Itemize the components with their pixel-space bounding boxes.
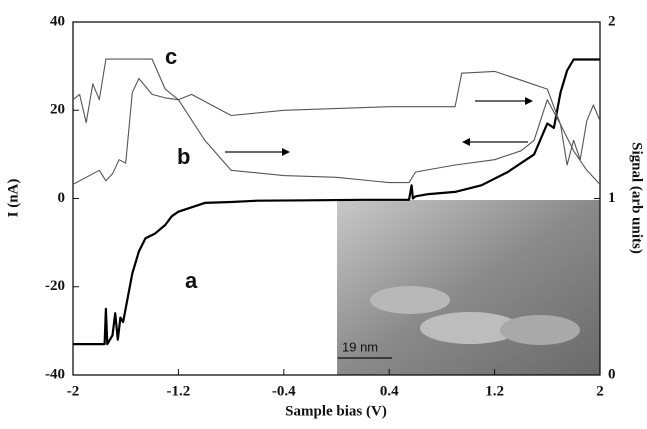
curve-label: b (177, 144, 190, 169)
curve-label: c (165, 44, 177, 69)
x-tick-label: -2 (67, 383, 80, 399)
data-line (73, 79, 600, 185)
curve-label: a (185, 268, 198, 293)
x-tick-label: 0.4 (380, 383, 399, 399)
y-axis-label: I (nA) (5, 179, 21, 218)
y-tick-label: -40 (45, 366, 65, 382)
x-tick-label: -1.2 (167, 383, 191, 399)
data-line (73, 59, 600, 184)
y2-tick-label: 2 (608, 13, 616, 29)
inset-feature (370, 286, 450, 314)
x-tick-label: 2 (596, 383, 604, 399)
y2-tick-label: 1 (608, 190, 616, 206)
y2-axis-label: Signal (arb units) (629, 142, 645, 254)
chart: 19 nm a b c Sample bias (V) I (nA) Signa… (0, 0, 647, 429)
y2-tick-label: 0 (608, 366, 616, 382)
y-tick-label: 0 (58, 190, 66, 206)
arrows (225, 97, 533, 156)
x-tick-label: -0.4 (272, 383, 296, 399)
y-tick-label: -20 (45, 278, 65, 294)
inset-feature (500, 315, 580, 345)
x-tick-label: 1.2 (485, 383, 504, 399)
x-axis-label: Sample bias (V) (285, 403, 387, 419)
y-tick-label: 20 (50, 102, 65, 118)
y-tick-label: 40 (50, 13, 65, 29)
scale-label: 19 nm (342, 339, 378, 354)
